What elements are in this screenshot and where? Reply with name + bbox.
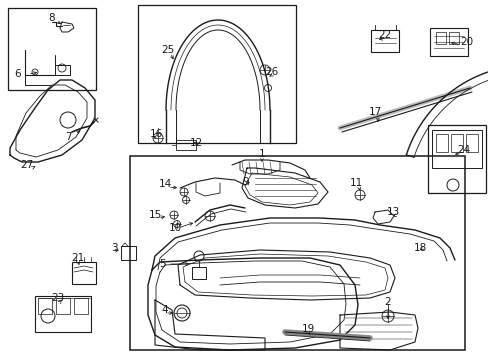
Text: 5: 5 [159,259,165,269]
Text: 18: 18 [412,243,426,253]
Text: 14: 14 [158,179,171,189]
Bar [8,8,96,90]
Text: 20: 20 [460,37,472,47]
Text: 16: 16 [149,129,163,139]
Text: 24: 24 [456,145,469,155]
Text: 23: 23 [51,293,64,303]
Text: 19: 19 [301,324,314,334]
Text: 1: 1 [258,149,265,159]
Text: 10: 10 [168,223,181,233]
Text: 6: 6 [15,69,21,79]
Text: 17: 17 [367,107,381,117]
Text: 3: 3 [110,243,117,253]
Text: 7: 7 [64,132,71,142]
Bar [72,262,96,284]
Text: 11: 11 [348,178,362,188]
Bar [38,298,52,314]
Bar [192,267,205,279]
Bar [56,298,70,314]
Text: 22: 22 [378,30,391,40]
Bar [435,32,445,44]
Bar [138,5,295,143]
Bar [448,32,458,44]
Bar [370,30,398,52]
Text: 21: 21 [71,253,84,263]
Bar [176,140,196,150]
Bar [427,125,485,193]
Bar [130,156,464,350]
Text: 13: 13 [386,207,399,217]
Text: 25: 25 [161,45,174,55]
Text: 9: 9 [242,177,249,187]
Bar [74,298,88,314]
Bar [431,130,481,168]
Text: 26: 26 [265,67,278,77]
Bar [435,134,447,152]
Bar [429,28,467,56]
Bar [450,134,462,152]
Text: 12: 12 [189,138,202,148]
Text: 27: 27 [20,160,34,170]
Bar [465,134,477,152]
Text: 2: 2 [384,297,390,307]
Text: 15: 15 [148,210,162,220]
Bar [121,246,136,260]
Bar [35,296,91,332]
Text: 4: 4 [162,305,168,315]
Text: 8: 8 [49,13,55,23]
